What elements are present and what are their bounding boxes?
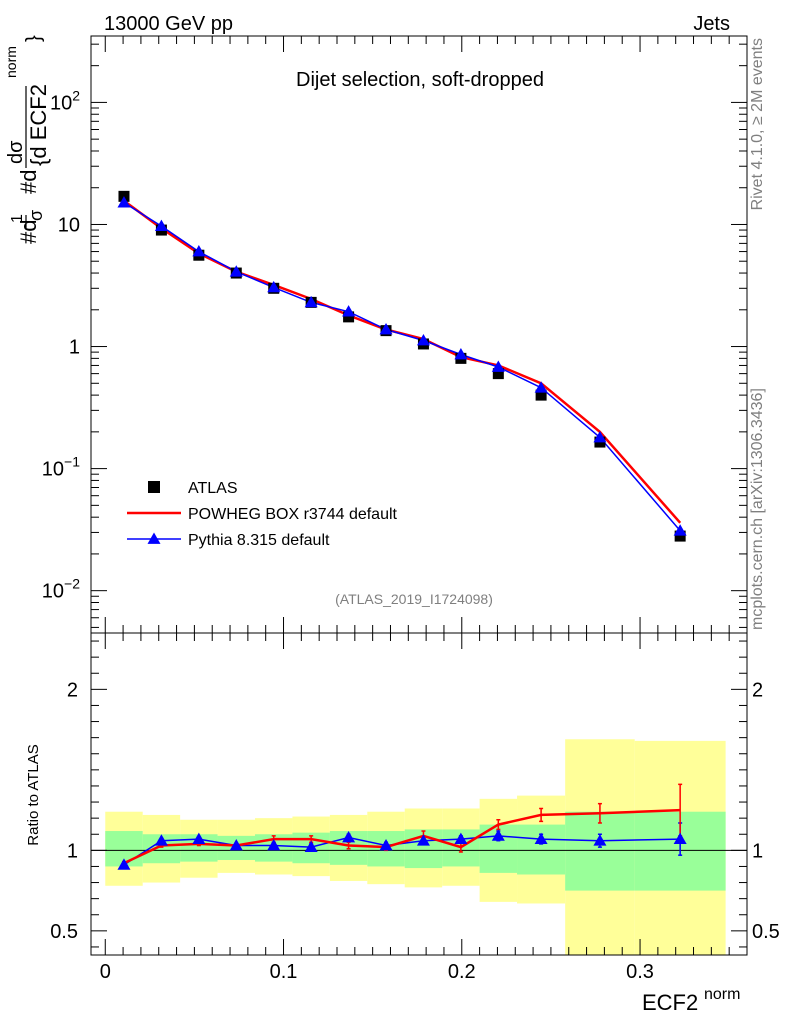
pythia-ratio-point <box>491 829 505 841</box>
pythia-ratio-point <box>534 832 548 844</box>
main-title: Dijet selection, soft-dropped <box>296 69 544 91</box>
legend-entry-label: Pythia 8.315 default <box>188 532 330 549</box>
ratio-y-tick-label-left: 2 <box>67 679 78 701</box>
main-ylabel: #d 1 σ #d dσ {d ECF2 norm } <box>3 35 51 244</box>
atlas-point <box>492 368 504 380</box>
pythia-ratio-point <box>454 832 468 844</box>
main-series <box>117 190 687 542</box>
pythia-ratio-point <box>229 839 243 851</box>
y-tick-label: 10−2 <box>42 576 80 603</box>
pythia-point <box>192 245 206 257</box>
ratio-ylabel: Ratio to ATLAS <box>25 744 42 845</box>
pythia-point <box>454 348 468 360</box>
legend-entry-label: POWHEG BOX r3744 default <box>188 506 398 523</box>
pythia-ratio-point <box>267 839 281 851</box>
ratio-uncertainty-bands <box>105 739 726 955</box>
legend-entry-label: ATLAS <box>188 480 238 497</box>
ratio-series <box>117 783 687 870</box>
ratio-axes: 0.5 0.5 1 1 2 2 0 0.1 0.2 0.3 <box>50 632 780 983</box>
pythia-point <box>379 322 393 335</box>
x-tick-label: 0.1 <box>270 961 298 983</box>
x-tick-label: 0 <box>100 961 111 983</box>
ratio-frame <box>90 632 748 956</box>
ratio-panel: 0.5 0.5 1 1 2 2 0 0.1 0.2 0.3 Ratio to ATLAS ECF2… <box>25 632 780 1015</box>
inner-band-bin <box>517 824 566 875</box>
svg-text:#d: #d <box>16 170 41 194</box>
pythia-point <box>267 280 281 293</box>
header-process-label: Jets <box>693 13 730 35</box>
pythia-point <box>416 334 430 346</box>
svg-text:σ: σ <box>26 210 46 221</box>
pythia-point <box>673 524 687 536</box>
pythia-point <box>229 265 243 277</box>
pythia-ratio-point <box>593 834 607 846</box>
header-energy-label: 13000 GeV pp <box>104 13 233 35</box>
ratio-y-tick-label-left: 0.5 <box>50 921 78 943</box>
xlabel-main: ECF2 <box>642 990 698 1015</box>
pythia-ratio-point <box>304 840 318 853</box>
main-panel: 10−2 10−1 1 10 102 Dijet selection, soft-dro… <box>3 35 748 634</box>
pythia-ratio-point <box>342 830 356 843</box>
ratio-y-tick-label-right: 1 <box>752 840 763 862</box>
svg-text:{d ECF2: {d ECF2 <box>26 84 51 166</box>
pythia-ratio-line <box>123 835 681 866</box>
svg-text:dσ: dσ <box>5 140 27 164</box>
pythia-ratio-point <box>192 832 206 844</box>
pythia-ratio-point <box>117 858 131 870</box>
atlas-point <box>535 389 547 401</box>
legend-atlas-marker <box>148 481 160 493</box>
inner-band-bin <box>565 811 635 891</box>
pythia-point <box>342 305 356 317</box>
y-tick-label: 102 <box>50 87 80 114</box>
xlabel-sup: norm <box>704 986 740 1003</box>
analysis-watermark: (ATLAS_2019_I1724098) <box>335 591 493 607</box>
svg-text:norm: norm <box>3 46 19 78</box>
mcplots-credit-label: mcplots.cern.ch [arXiv:1306.3436] <box>749 388 766 630</box>
pythia-point <box>491 360 505 372</box>
pythia-ratio-point <box>673 832 687 844</box>
powheg-ratio-line <box>123 808 681 865</box>
y-tick-label: 10−1 <box>42 454 80 481</box>
pythia-ratio-point <box>154 834 168 846</box>
pythia-point <box>117 196 131 208</box>
ratio-xlabel: ECF2 norm <box>642 986 740 1015</box>
svg-text:#d: #d <box>16 220 41 244</box>
legend: ATLAS POWHEG BOX r3744 default Pythia 8.31… <box>127 480 398 549</box>
pythia-ratio-point <box>379 839 393 851</box>
rivet-version-label: Rivet 4.1.0, ≥ 2M events <box>749 38 766 210</box>
ratio-y-tick-label-right: 0.5 <box>752 921 780 943</box>
atlas-point <box>674 530 686 542</box>
y-tick-label: 1 <box>69 337 80 359</box>
pythia-ratio-point <box>416 834 430 846</box>
pythia-point <box>534 381 548 393</box>
pythia-line <box>123 201 681 532</box>
y-tick-label: 10 <box>58 214 80 236</box>
x-tick-label: 0.2 <box>448 961 476 983</box>
svg-text:}: } <box>23 35 45 42</box>
main-axes: 10−2 10−1 1 10 102 <box>42 35 748 634</box>
svg-text:1: 1 <box>9 214 26 223</box>
legend-pythia-marker <box>147 532 161 544</box>
pythia-point <box>304 295 318 308</box>
pythia-point <box>593 430 607 443</box>
ratio-y-tick-label-right: 2 <box>752 679 763 701</box>
x-tick-label: 0.3 <box>626 961 654 983</box>
ratio-y-tick-label-left: 1 <box>67 840 78 862</box>
pythia-point <box>154 219 168 231</box>
powheg-line <box>123 199 682 524</box>
atlas-point <box>343 311 355 323</box>
